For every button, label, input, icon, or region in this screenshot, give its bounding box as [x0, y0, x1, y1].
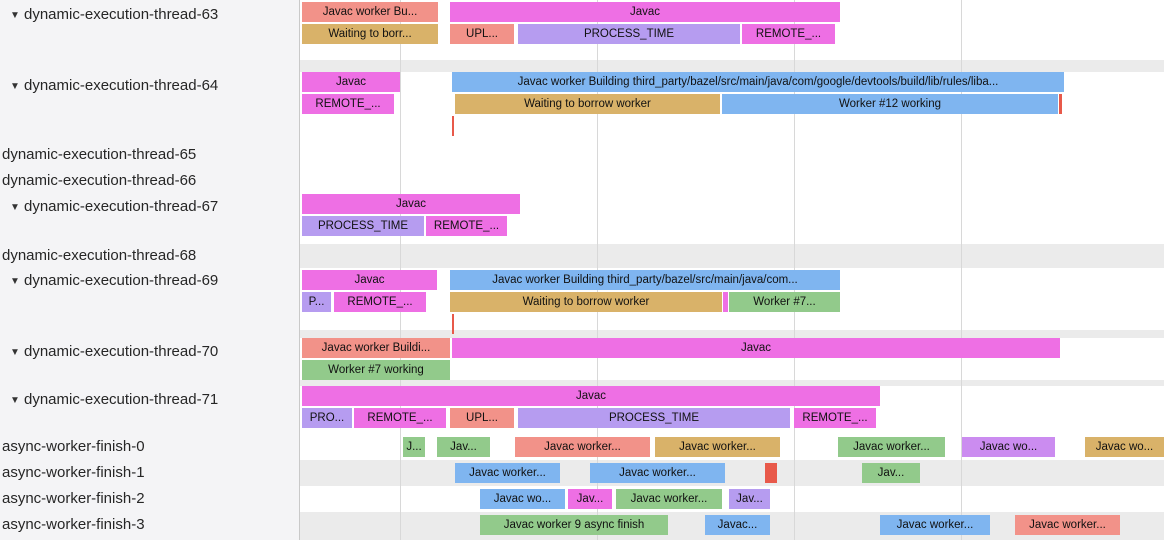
trace-event[interactable]: REMOTE_...: [354, 408, 446, 428]
trace-event[interactable]: Javac wo...: [1085, 437, 1164, 457]
trace-event[interactable]: PROCESS_TIME: [518, 24, 740, 44]
trace-event[interactable]: Javac worker Bu...: [302, 2, 438, 22]
trace-event[interactable]: [1059, 94, 1062, 114]
trace-event[interactable]: REMOTE_...: [302, 94, 394, 114]
trace-event[interactable]: Waiting to borr...: [302, 24, 438, 44]
trace-event[interactable]: UPL...: [450, 24, 514, 44]
trace-event[interactable]: Javac worker Buildi...: [302, 338, 450, 358]
trace-event[interactable]: Javac worker...: [880, 515, 990, 535]
trace-event[interactable]: REMOTE_...: [794, 408, 876, 428]
track-label-text: dynamic-execution-thread-69: [24, 272, 219, 289]
trace-event[interactable]: Javac: [452, 338, 1060, 358]
row-band: [300, 460, 1164, 486]
trace-event[interactable]: Jav...: [437, 437, 490, 457]
trace-event[interactable]: Javac wo...: [962, 437, 1055, 457]
collapse-triangle-icon[interactable]: ▼: [10, 202, 20, 213]
trace-event[interactable]: PRO...: [302, 408, 352, 428]
track-label[interactable]: async-worker-finish-1: [2, 463, 145, 483]
trace-event[interactable]: Javac worker...: [590, 463, 725, 483]
trace-event[interactable]: Worker #7 working: [302, 360, 450, 380]
trace-event[interactable]: Javac: [302, 194, 520, 214]
trace-event[interactable]: REMOTE_...: [742, 24, 835, 44]
track-label[interactable]: async-worker-finish-2: [2, 489, 145, 509]
track-label-sidebar: ▼ dynamic-execution-thread-63 ▼ dynamic-exe…: [0, 0, 300, 540]
trace-event[interactable]: Javac wo...: [480, 489, 565, 509]
trace-event[interactable]: P...: [302, 292, 331, 312]
track-label-text: async-worker-finish-0: [2, 438, 145, 455]
track-label[interactable]: ▼ dynamic-execution-thread-64: [6, 76, 218, 96]
trace-event[interactable]: Javac worker Building third_party/bazel/…: [450, 270, 840, 290]
trace-event[interactable]: Javac: [302, 270, 437, 290]
trace-event[interactable]: PROCESS_TIME: [302, 216, 424, 236]
row-band: [300, 330, 1164, 338]
track-label[interactable]: ▼ dynamic-execution-thread-63: [6, 5, 218, 25]
trace-event[interactable]: [765, 463, 777, 483]
collapse-triangle-icon[interactable]: ▼: [10, 395, 20, 406]
trace-event[interactable]: Jav...: [729, 489, 770, 509]
track-label[interactable]: async-worker-finish-0: [2, 437, 145, 457]
row-band: [300, 60, 1164, 72]
trace-event[interactable]: Jav...: [568, 489, 612, 509]
trace-event[interactable]: Javac: [450, 2, 840, 22]
trace-event[interactable]: Javac worker Building third_party/bazel/…: [452, 72, 1064, 92]
track-label-text: dynamic-execution-thread-67: [24, 198, 219, 215]
trace-event[interactable]: [452, 116, 454, 136]
trace-event[interactable]: Javac: [302, 72, 400, 92]
track-label-text: dynamic-execution-thread-66: [2, 172, 197, 189]
track-label-text: async-worker-finish-1: [2, 464, 145, 481]
track-label[interactable]: ▼ dynamic-execution-thread-70: [6, 342, 218, 362]
track-label[interactable]: dynamic-execution-thread-66: [2, 171, 196, 191]
trace-event[interactable]: Worker #7...: [729, 292, 840, 312]
collapse-triangle-icon[interactable]: ▼: [10, 276, 20, 287]
track-label[interactable]: dynamic-execution-thread-65: [2, 145, 196, 165]
collapse-triangle-icon[interactable]: ▼: [10, 347, 20, 358]
track-label-text: dynamic-execution-thread-70: [24, 343, 219, 360]
trace-event[interactable]: Javac worker...: [1015, 515, 1120, 535]
trace-event[interactable]: [452, 314, 454, 334]
timeline-gridline: [961, 0, 962, 540]
track-label-text: dynamic-execution-thread-68: [2, 247, 197, 264]
track-label[interactable]: ▼ dynamic-execution-thread-67: [6, 197, 218, 217]
collapse-triangle-icon[interactable]: ▼: [10, 81, 20, 92]
trace-event[interactable]: Waiting to borrow worker: [450, 292, 722, 312]
collapse-triangle-icon[interactable]: ▼: [10, 10, 20, 21]
trace-event[interactable]: [723, 292, 728, 312]
trace-event[interactable]: Javac worker...: [455, 463, 560, 483]
trace-event[interactable]: Javac: [302, 386, 880, 406]
trace-event[interactable]: Waiting to borrow worker: [455, 94, 720, 114]
track-label-text: dynamic-execution-thread-64: [24, 77, 219, 94]
track-label[interactable]: ▼ dynamic-execution-thread-69: [6, 271, 218, 291]
trace-event[interactable]: REMOTE_...: [334, 292, 426, 312]
trace-event[interactable]: Javac...: [705, 515, 770, 535]
trace-event[interactable]: REMOTE_...: [426, 216, 507, 236]
trace-event[interactable]: Javac worker...: [838, 437, 945, 457]
trace-event[interactable]: PROCESS_TIME: [518, 408, 790, 428]
trace-event[interactable]: Javac worker 9 async finish: [480, 515, 668, 535]
track-label-text: dynamic-execution-thread-65: [2, 146, 197, 163]
track-label-text: async-worker-finish-3: [2, 516, 145, 533]
trace-event[interactable]: UPL...: [450, 408, 514, 428]
track-label[interactable]: dynamic-execution-thread-68: [2, 246, 196, 266]
track-label-text: async-worker-finish-2: [2, 490, 145, 507]
trace-event[interactable]: Jav...: [862, 463, 920, 483]
track-label-text: dynamic-execution-thread-63: [24, 6, 219, 23]
track-label[interactable]: ▼ dynamic-execution-thread-71: [6, 390, 218, 410]
row-band: [300, 380, 1164, 386]
trace-event[interactable]: Javac worker...: [616, 489, 722, 509]
track-label[interactable]: async-worker-finish-3: [2, 515, 145, 535]
track-label-text: dynamic-execution-thread-71: [24, 391, 219, 408]
trace-event[interactable]: J...: [403, 437, 425, 457]
row-band: [300, 244, 1164, 268]
trace-event[interactable]: Javac worker...: [515, 437, 650, 457]
trace-event[interactable]: Javac worker...: [655, 437, 780, 457]
trace-event[interactable]: Worker #12 working: [722, 94, 1058, 114]
